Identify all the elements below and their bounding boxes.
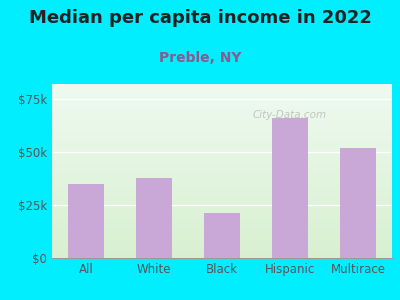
Text: Preble, NY: Preble, NY xyxy=(159,51,241,65)
Bar xyxy=(272,118,308,258)
Bar xyxy=(68,184,104,258)
Bar xyxy=(340,148,376,258)
Text: Median per capita income in 2022: Median per capita income in 2022 xyxy=(28,9,372,27)
Bar xyxy=(136,178,172,258)
Text: City-Data.com: City-Data.com xyxy=(253,110,327,120)
Bar xyxy=(204,213,240,258)
